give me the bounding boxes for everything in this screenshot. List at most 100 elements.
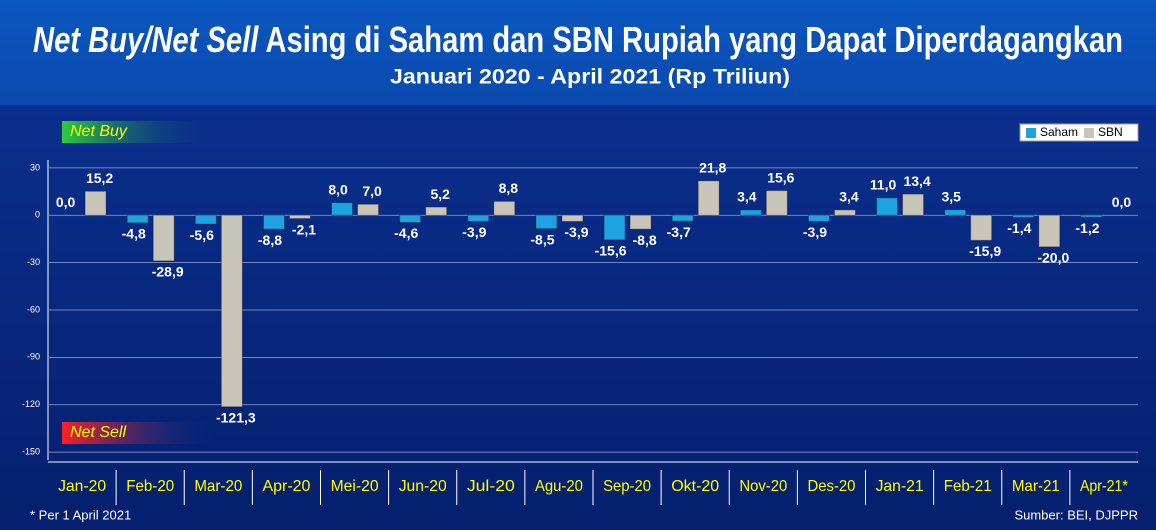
y-tick-label: -30 [27, 257, 40, 267]
value-label: 21,8 [699, 160, 726, 176]
legend-box [1019, 123, 1139, 142]
value-label: 8,0 [328, 181, 348, 197]
bar [84, 190, 107, 216]
bar [561, 214, 584, 222]
x-tick-label: Apr-21* [1080, 478, 1128, 495]
value-label: -121,3 [216, 409, 256, 425]
x-tick-label: Agu-20 [535, 478, 583, 495]
bar [765, 190, 788, 216]
value-label: 3,4 [839, 189, 859, 205]
bar [425, 206, 448, 216]
net-sell-box [62, 422, 212, 444]
bar [739, 209, 762, 216]
x-tick-label: Mar-20 [194, 478, 242, 495]
x-tick-label: Mei-20 [331, 478, 379, 495]
bar [970, 214, 993, 241]
bar [467, 214, 490, 222]
bar [876, 197, 899, 216]
value-label: 0,0 [1112, 194, 1132, 210]
value-label: 11,0 [870, 177, 897, 193]
bar [1080, 214, 1103, 218]
x-tick-label: Des-20 [807, 478, 855, 495]
value-label: -2,1 [292, 221, 316, 237]
bar [603, 214, 626, 241]
legend-label: SBN [1098, 125, 1123, 139]
y-tick-label: -150 [22, 446, 40, 456]
bar [288, 214, 311, 220]
bar [331, 202, 354, 216]
value-label: -1,4 [1007, 220, 1031, 236]
bar [944, 209, 967, 216]
x-tick-label: Okt-20 [671, 478, 719, 495]
bar [1038, 214, 1061, 248]
net-buy-box [62, 121, 212, 143]
bar [697, 180, 720, 216]
x-tick-label: Sep-20 [603, 478, 651, 495]
bar [194, 214, 217, 225]
annotation: Net Buy [70, 123, 128, 140]
value-label: 5,2 [430, 186, 450, 202]
bar [399, 214, 422, 224]
bar [629, 214, 652, 230]
value-label: -20,0 [1037, 250, 1069, 266]
legend-swatch [1084, 128, 1094, 138]
value-label: -15,9 [969, 243, 1001, 259]
bar [126, 214, 149, 224]
x-tick-label: Jun-20 [399, 478, 447, 495]
value-label: -4,6 [394, 225, 418, 241]
title-italic: Net Buy/Net Sell [33, 19, 259, 60]
bar [671, 214, 694, 222]
bar [1012, 214, 1035, 218]
x-tick-label: Nov-20 [739, 478, 787, 495]
bar [535, 214, 558, 230]
value-label: 3,4 [737, 189, 757, 205]
header-band [0, 0, 1156, 105]
bar [493, 200, 516, 216]
value-label: 7,0 [362, 183, 382, 199]
y-tick-label: 30 [30, 162, 40, 172]
bar [152, 214, 175, 262]
bar [833, 209, 856, 216]
legend-label: Saham [1040, 125, 1078, 139]
value-label: -8,5 [530, 231, 554, 247]
value-label: 15,6 [767, 169, 794, 185]
x-tick-label: Jan-20 [58, 478, 106, 495]
title-rest: Asing di Saham dan SBN Rupiah yang Dapat… [265, 19, 1123, 60]
x-tick-label: Jan-21 [876, 478, 924, 495]
value-label: -3,9 [462, 224, 486, 240]
footnote: * Per 1 April 2021 [30, 507, 131, 522]
bar [262, 214, 285, 230]
bar [220, 214, 243, 408]
y-tick-label: -120 [22, 399, 40, 409]
value-label: 13,4 [903, 173, 930, 189]
x-tick-label: Jul-20 [467, 478, 515, 495]
y-tick-label: -60 [27, 304, 40, 314]
value-label: -28,9 [152, 264, 184, 280]
x-tick-label: Apr-20 [262, 478, 310, 495]
subtitle: Januari 2020 - April 2021 (Rp Triliun) [390, 66, 790, 89]
bar [357, 203, 380, 216]
value-label: -3,7 [667, 224, 691, 240]
value-label: -8,8 [258, 232, 282, 248]
x-tick-label: Feb-20 [126, 478, 174, 495]
value-label: -4,8 [122, 226, 146, 242]
value-label: -5,6 [190, 227, 214, 243]
value-label: 0,0 [56, 194, 76, 210]
y-tick-label: -90 [27, 352, 40, 362]
value-label: 15,2 [86, 170, 113, 186]
value-label: -15,6 [595, 243, 627, 259]
value-label: -1,2 [1075, 220, 1099, 236]
annotation: Net Sell [70, 424, 126, 441]
chart-title: Net Buy/Net Sell Asing di Saham dan SBN … [33, 19, 1123, 60]
value-label: -3,9 [564, 224, 588, 240]
value-label: 8,8 [499, 180, 519, 196]
bar [902, 193, 925, 216]
source: Sumber: BEI, DJPPR [1014, 507, 1138, 522]
value-label: 3,5 [941, 188, 961, 204]
x-tick-label: Feb-21 [944, 478, 992, 495]
y-tick-label: 0 [35, 210, 40, 220]
value-label: -8,8 [633, 232, 657, 248]
x-tick-label: Mar-21 [1012, 478, 1060, 495]
value-label: -3,9 [803, 224, 827, 240]
